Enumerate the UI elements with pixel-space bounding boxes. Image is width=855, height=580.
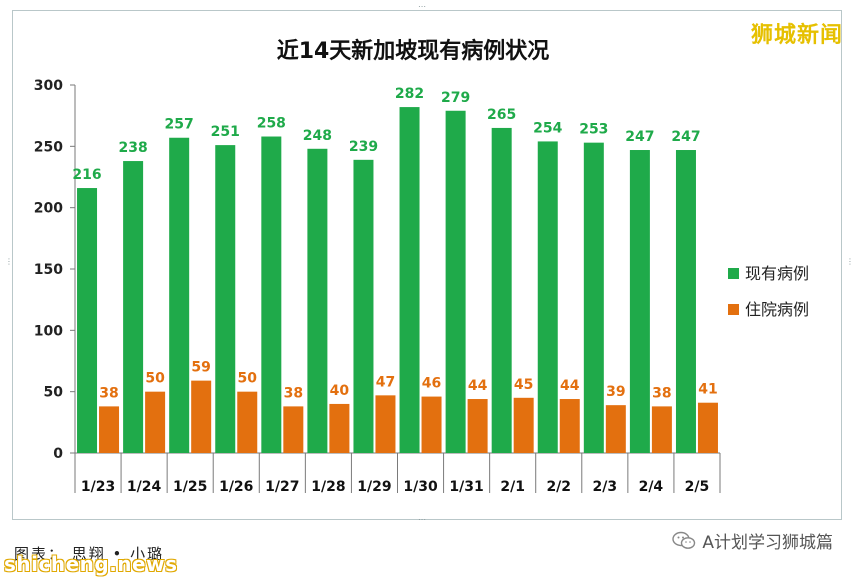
x-tick-label: 1/27 (265, 479, 299, 495)
bar-current (537, 141, 558, 453)
y-tick-label: 150 (34, 262, 63, 278)
chart-title: 近14天新加坡现有病例状况 (277, 38, 550, 64)
data-label-hospital: 47 (376, 374, 395, 390)
bar-hospital (375, 395, 396, 453)
legend-label: 住院病例 (745, 300, 809, 319)
data-label-hospital: 41 (698, 382, 717, 398)
data-label-current: 248 (303, 128, 332, 144)
data-label-hospital: 50 (145, 371, 165, 387)
data-label-hospital: 44 (560, 378, 580, 394)
bar-hospital (605, 405, 626, 453)
bar-hospital (467, 399, 488, 453)
bar-current (215, 145, 236, 453)
x-tick-label: 2/4 (639, 479, 664, 495)
data-label-hospital: 59 (191, 360, 210, 376)
x-tick-label: 2/5 (685, 479, 710, 495)
watermark-logo: 狮城新闻 (750, 23, 843, 48)
x-tick-label: 2/1 (500, 479, 525, 495)
site-watermark: shicheng.news (4, 552, 178, 576)
data-label-hospital: 38 (99, 385, 118, 401)
x-tick-label: 1/30 (403, 479, 438, 495)
bar-hospital (697, 402, 718, 453)
x-tick-label: 1/23 (81, 479, 115, 495)
wechat-icon (672, 531, 696, 549)
y-tick-label: 0 (53, 446, 63, 462)
legend-label: 现有病例 (745, 264, 809, 283)
bar-current (445, 110, 466, 453)
data-label-current: 216 (72, 167, 101, 183)
data-label-current: 265 (487, 107, 516, 123)
bar-current (399, 107, 420, 453)
data-label-current: 247 (625, 129, 654, 145)
bar-hospital (237, 391, 258, 453)
data-label-hospital: 40 (330, 383, 350, 399)
chart-credit: 图表： 思翔 • 小璐 (14, 545, 165, 563)
legend-swatch (728, 268, 739, 279)
resize-handle-bottom[interactable]: ⋯ (418, 515, 426, 524)
data-label-current: 238 (118, 140, 147, 156)
data-label-current: 253 (579, 122, 608, 138)
data-label-hospital: 38 (284, 385, 303, 401)
legend-swatch (728, 304, 739, 315)
x-tick-label: 1/29 (357, 479, 391, 495)
bar-hospital (421, 396, 442, 453)
data-label-hospital: 44 (468, 378, 488, 394)
bar-current (675, 150, 696, 453)
bar-current (169, 137, 190, 453)
y-tick-label: 200 (34, 201, 63, 217)
x-tick-label: 1/28 (311, 479, 345, 495)
data-label-hospital: 50 (238, 371, 258, 387)
data-label-current: 247 (671, 129, 700, 145)
resize-handle-top[interactable]: ⋯ (418, 2, 426, 11)
data-label-hospital: 39 (606, 384, 625, 400)
x-tick-label: 2/2 (546, 479, 571, 495)
bar-hospital (191, 380, 212, 453)
bar-hospital (145, 391, 166, 453)
data-label-current: 257 (165, 117, 194, 133)
bar-hospital (559, 399, 580, 453)
data-label-hospital: 38 (652, 385, 671, 401)
data-label-current: 279 (441, 90, 470, 106)
data-label-current: 282 (395, 86, 424, 102)
bar-hospital (513, 397, 534, 453)
bar-current (583, 142, 604, 454)
bar-hospital (329, 403, 350, 453)
data-label-hospital: 45 (514, 377, 533, 393)
bar-current (77, 188, 98, 454)
bar-current (261, 136, 282, 453)
y-tick-label: 50 (44, 385, 64, 401)
account-name: A计划学习狮城篇 (702, 533, 833, 553)
data-label-current: 254 (533, 120, 562, 136)
bar-current (307, 148, 328, 453)
x-tick-label: 1/31 (449, 479, 483, 495)
resize-handle-left[interactable]: ⋮ (5, 257, 13, 266)
y-tick-label: 100 (34, 323, 63, 339)
data-label-hospital: 46 (422, 376, 441, 392)
bar-current (123, 161, 144, 453)
data-label-current: 251 (211, 124, 240, 140)
x-tick-label: 1/25 (173, 479, 207, 495)
bar-current (629, 150, 650, 453)
bar-hospital (283, 406, 304, 453)
data-label-current: 258 (257, 116, 286, 132)
bar-hospital (651, 406, 672, 453)
bar-current (353, 159, 374, 453)
x-tick-label: 1/24 (127, 479, 162, 495)
y-tick-label: 250 (34, 139, 63, 155)
bar-hospital (99, 406, 120, 453)
x-tick-label: 2/3 (593, 479, 618, 495)
resize-handle-right[interactable]: ⋮ (846, 257, 854, 266)
wechat-account: A计划学习狮城篇 (672, 528, 833, 553)
data-label-current: 239 (349, 139, 378, 155)
x-tick-label: 1/26 (219, 479, 253, 495)
bar-current (491, 127, 512, 453)
y-tick-label: 300 (34, 78, 63, 94)
